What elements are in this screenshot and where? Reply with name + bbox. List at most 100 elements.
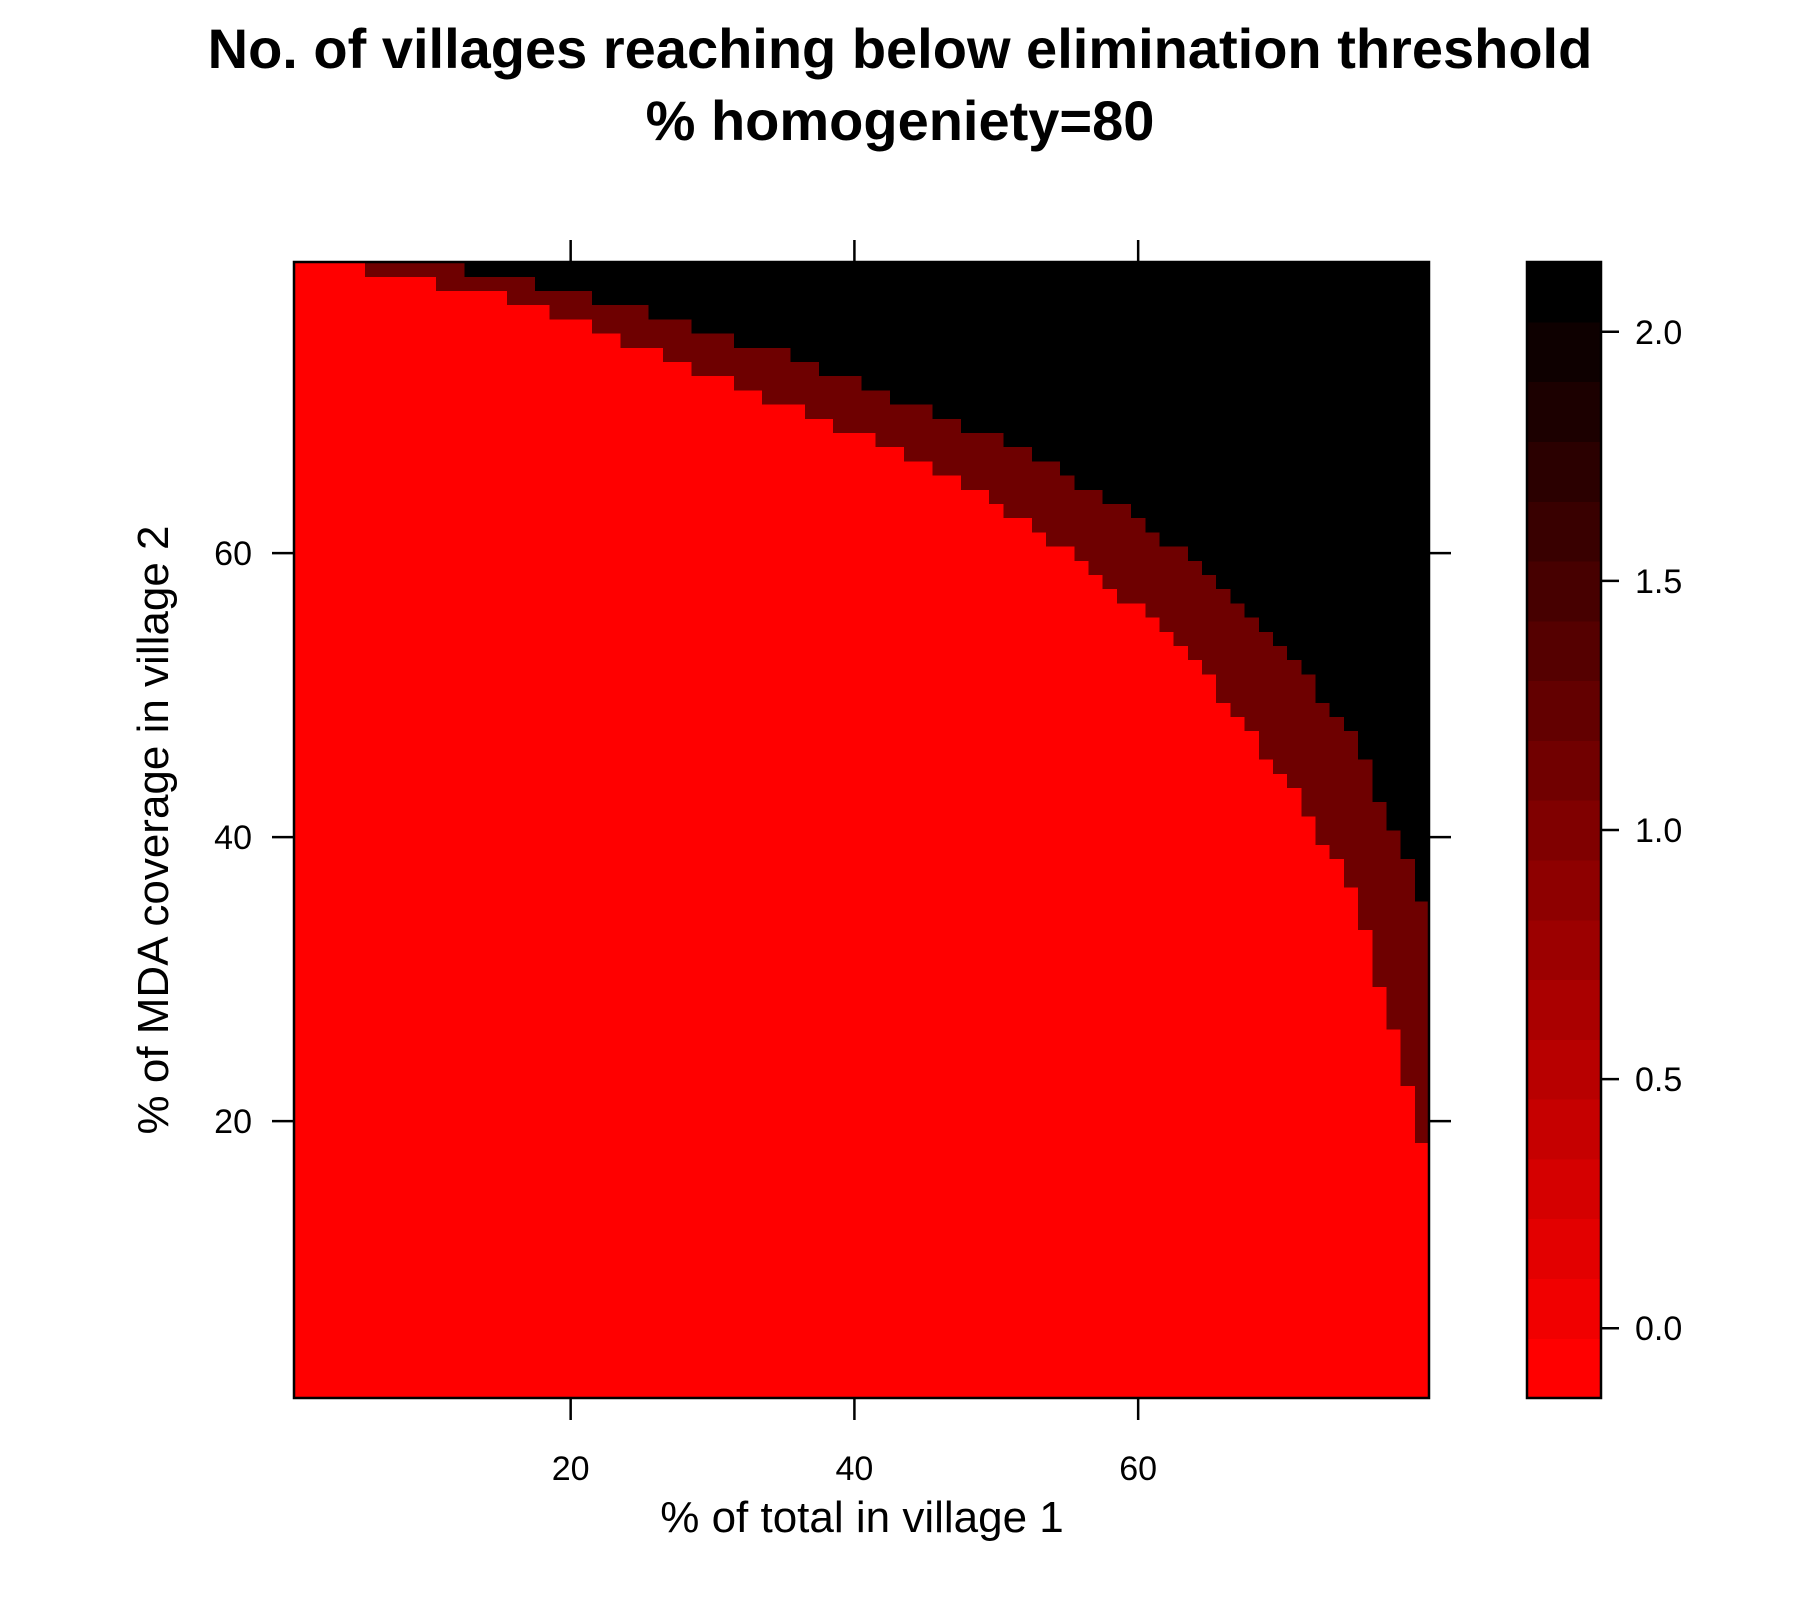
axis-ticks: 20 40 60 20 40 60	[214, 240, 1451, 1488]
heatmap-cell	[776, 347, 792, 405]
heatmap-cell	[1159, 631, 1175, 1399]
colorbar-band	[1527, 1218, 1601, 1280]
heatmap-cell	[705, 333, 721, 377]
heatmap-cell	[1031, 262, 1047, 462]
colorbar-band	[1527, 979, 1601, 1040]
heatmap-cell	[1301, 262, 1317, 675]
heatmap-cell	[1131, 517, 1146, 604]
chart-title: No. of villages reaching below eliminati…	[208, 17, 1593, 80]
heatmap-cell	[932, 475, 948, 1399]
heatmap-cell	[889, 446, 905, 1399]
heatmap-cell	[1045, 262, 1061, 462]
heatmap-cell	[421, 276, 437, 1399]
heatmap-cell	[577, 290, 593, 320]
heatmap-cell	[1202, 262, 1217, 575]
heatmap-cell	[748, 389, 763, 1399]
heatmap-cell	[889, 404, 905, 448]
x-tick-label: 40	[835, 1450, 873, 1488]
heatmap-cell	[308, 262, 323, 1399]
heatmap-cell	[932, 262, 948, 419]
heatmap-cell	[492, 290, 508, 1399]
heatmap-cell	[1301, 815, 1317, 1399]
heatmap-cell	[1343, 886, 1359, 1399]
heatmap-cell	[1031, 531, 1047, 1399]
heatmap-cell	[1045, 460, 1061, 547]
heatmap-cell	[1173, 262, 1189, 547]
heatmap-cell	[634, 347, 650, 1399]
heatmap-cell	[1230, 262, 1246, 604]
heatmap-cell	[748, 347, 763, 391]
heatmap-cell	[861, 389, 877, 433]
heatmap-cell	[989, 432, 1004, 504]
heatmap-cell	[1258, 262, 1274, 632]
heatmap-cell	[336, 262, 352, 1399]
heatmap-cell	[1287, 262, 1302, 661]
heatmap-cell	[606, 304, 621, 334]
heatmap-cell	[1060, 546, 1075, 1399]
heatmap-cell	[875, 446, 891, 1399]
heatmap-cell	[790, 404, 806, 1399]
colorbar-ticks: 0.0 0.5 1.0 1.5 2.0	[1601, 314, 1682, 1348]
heatmap-cell	[407, 276, 423, 1399]
heatmap-cell	[350, 262, 366, 1399]
heatmap-cell	[804, 361, 820, 419]
heatmap-cell	[464, 290, 480, 1399]
heatmap-cell	[1102, 262, 1118, 504]
y-tick-label: 60	[214, 535, 252, 573]
colorbar-tick-label: 0.0	[1635, 1310, 1682, 1348]
heatmap-cell	[322, 262, 338, 1399]
heatmap-cell	[1272, 262, 1288, 646]
heatmap-cell	[975, 489, 990, 1399]
heatmap-cell	[1400, 1085, 1416, 1399]
heatmap-cell	[1088, 574, 1104, 1399]
heatmap-cell	[662, 318, 678, 362]
heatmap-cell	[904, 404, 919, 462]
heatmap-cell	[1400, 262, 1416, 859]
colorbar-band	[1527, 620, 1601, 682]
heatmap-cell	[506, 276, 522, 306]
heatmap-cell	[719, 375, 735, 1399]
heatmap-cell	[1074, 262, 1090, 490]
colorbar-band	[1527, 680, 1601, 741]
heatmap-cell	[464, 262, 480, 277]
heatmap-cell	[563, 318, 579, 1399]
heatmap-cell	[648, 262, 664, 320]
heatmap-cell	[918, 404, 934, 462]
heatmap-cell	[1074, 560, 1090, 1399]
heatmap-cell	[1301, 673, 1317, 817]
heatmap-cell	[1216, 702, 1231, 1399]
heatmap-cell	[1088, 489, 1104, 575]
x-axis-label: % of total in village 1	[660, 1493, 1064, 1542]
colorbar-band	[1527, 441, 1601, 502]
heatmap-cell	[506, 304, 522, 1399]
heatmap-cell	[478, 262, 494, 277]
heatmap-cell	[918, 460, 934, 1399]
heatmap-cell	[1414, 262, 1430, 902]
heatmap-cell	[1372, 986, 1388, 1399]
heatmap-cell	[847, 262, 863, 377]
heatmap-cell	[889, 262, 905, 405]
colorbar-band	[1527, 381, 1601, 442]
heatmap-cell	[1315, 262, 1331, 703]
heatmap-cell	[450, 262, 465, 291]
heatmap-cell	[861, 432, 877, 1399]
heatmap-cell	[1400, 858, 1416, 1087]
colorbar	[1527, 262, 1601, 1399]
heatmap-cell	[818, 418, 834, 1399]
heatmap-cell	[1315, 702, 1331, 845]
heatmap-cell	[1003, 262, 1019, 448]
heatmap-cell	[1102, 588, 1118, 1399]
heatmap-cell	[1202, 574, 1217, 675]
heatmap-cell	[1258, 759, 1274, 1399]
heatmap-cell	[1159, 262, 1175, 547]
heatmap-cell	[1343, 730, 1359, 888]
colorbar-band	[1527, 1278, 1601, 1339]
colorbar-band	[1527, 262, 1601, 323]
heatmap-cell	[677, 318, 692, 362]
heatmap-cell	[478, 276, 494, 291]
heatmap-cell	[620, 347, 636, 1399]
heatmap-cell	[435, 290, 451, 1399]
heatmap-cell	[1315, 844, 1331, 1399]
heatmap-cell	[1358, 759, 1373, 930]
heatmap-cell	[960, 432, 976, 490]
